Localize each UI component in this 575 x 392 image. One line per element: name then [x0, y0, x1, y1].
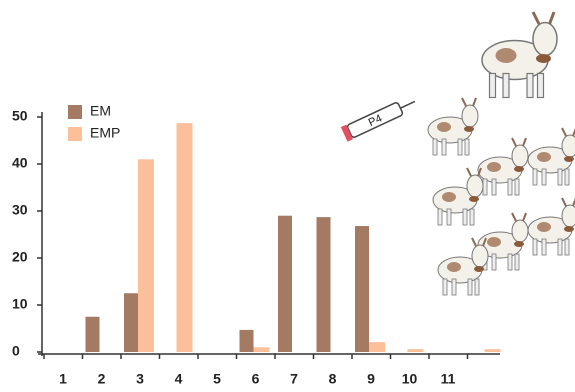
- syringe: P4: [341, 94, 418, 141]
- bar: [485, 349, 501, 352]
- legend-swatch: [68, 105, 82, 119]
- x-tick-label: 4: [175, 371, 183, 387]
- chart: P4 0 10 20 30 40 50 1 2 3 4 5 6 7 8 9 10 11 EM EMP: [0, 0, 575, 392]
- bar: [240, 330, 254, 352]
- x-tick-label: 2: [98, 371, 106, 387]
- y-tick-label: 50: [12, 108, 28, 124]
- y-tick-label: 20: [12, 249, 28, 265]
- x-tick-label: 5: [213, 371, 221, 387]
- y-tick-label: 10: [12, 296, 28, 312]
- x-tick-label: 11: [441, 371, 456, 387]
- x-tick-label: 1: [59, 371, 67, 387]
- goat-illustration: [428, 12, 575, 295]
- bar: [278, 216, 292, 352]
- legend-label: EM: [90, 103, 111, 119]
- x-tick-label: 3: [136, 371, 144, 387]
- legend-label: EMP: [90, 125, 120, 141]
- y-tick-label: 40: [12, 155, 28, 171]
- y-tick-label: 0: [12, 343, 20, 359]
- bar: [355, 226, 369, 352]
- bar: [138, 159, 154, 352]
- x-tick-label: 10: [402, 371, 418, 387]
- x-tick-label: 9: [367, 371, 375, 387]
- bar: [408, 349, 424, 352]
- page: {"chart_data": {"type": "bar", "categori…: [0, 0, 575, 392]
- bar: [369, 342, 385, 352]
- y-tick-label: 30: [12, 202, 28, 218]
- x-tick-label: 6: [252, 371, 260, 387]
- x-tick-label: 8: [329, 371, 337, 387]
- legend-swatch: [68, 127, 82, 141]
- bar: [86, 317, 100, 352]
- bar: [317, 217, 331, 352]
- bar: [254, 347, 270, 352]
- x-tick-label: 7: [290, 371, 298, 387]
- bar: [124, 293, 138, 352]
- bar: [177, 123, 193, 352]
